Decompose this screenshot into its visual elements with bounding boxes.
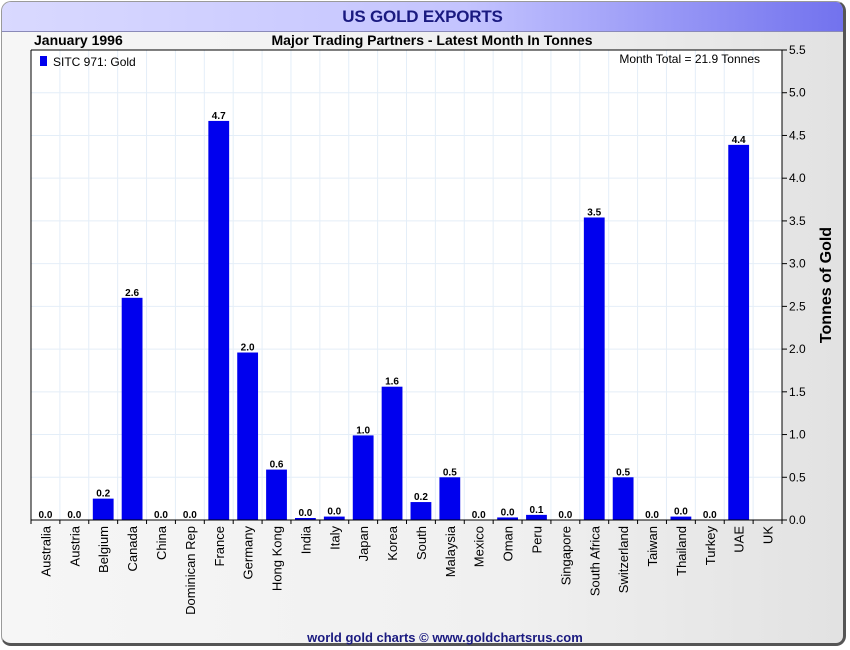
- bar-value-label: 2.6: [125, 288, 139, 299]
- bar: [266, 469, 287, 520]
- x-tick-label: Japan: [356, 526, 371, 561]
- legend-swatch: [40, 56, 47, 66]
- x-tick-label: Germany: [241, 526, 256, 580]
- x-tick-label: South: [414, 526, 429, 560]
- bar: [439, 477, 461, 520]
- y-tick-label: 3.5: [789, 214, 806, 228]
- bar: [121, 297, 143, 520]
- y-tick-label: 3.0: [789, 257, 806, 271]
- y-axis-title: Tonnes of Gold: [818, 227, 835, 343]
- x-tick-label: UAE: [732, 526, 747, 553]
- x-tick-label: Hong Kong: [270, 526, 285, 591]
- x-tick-label: Singapore: [558, 526, 573, 585]
- bar-value-label: 0.0: [472, 510, 486, 521]
- x-tick-label: France: [212, 526, 227, 566]
- date-label: January 1996: [34, 32, 123, 48]
- bar-value-label: 1.6: [385, 377, 399, 388]
- x-tick-label: Switzerland: [616, 526, 631, 593]
- bar: [583, 217, 605, 520]
- bar: [92, 498, 114, 520]
- x-tick-label: Canada: [125, 525, 140, 571]
- bar-value-label: 2.0: [241, 343, 255, 354]
- x-tick-label: Austria: [67, 525, 82, 566]
- bar-value-label: 0.5: [616, 467, 630, 478]
- bar: [323, 516, 345, 520]
- x-tick-label: Oman: [501, 526, 516, 561]
- x-tick-label: UK: [761, 526, 776, 544]
- title-bar: US GOLD EXPORTS: [2, 2, 843, 32]
- x-tick-label: South Africa: [587, 525, 602, 596]
- x-tick-label: China: [154, 525, 169, 560]
- x-tick-label: Turkey: [703, 526, 718, 566]
- x-tick-label: Thailand: [674, 526, 689, 576]
- bar-value-label: 0.2: [96, 489, 110, 500]
- x-tick-label: Taiwan: [645, 526, 660, 566]
- chart-title: US GOLD EXPORTS: [342, 7, 503, 26]
- bar: [526, 514, 547, 520]
- bar-value-label: 0.6: [270, 460, 284, 471]
- x-tick-label: Korea: [385, 525, 400, 560]
- bar-value-label: 0.0: [183, 510, 197, 521]
- bar-value-label: 4.4: [732, 135, 746, 146]
- bar-value-label: 0.0: [501, 507, 515, 518]
- y-tick-label: 0.5: [789, 470, 806, 484]
- bar: [352, 435, 374, 520]
- legend: SITC 971: Gold: [40, 55, 136, 69]
- y-tick-label: 2.5: [789, 299, 806, 313]
- bar-labels: 0.0 0.0 0.2 2.6 0.0 0.0 4.7 2.0 0.6 0.0 0.0 1.0 1.6 0…: [38, 111, 746, 521]
- y-tick-label: 1.0: [789, 428, 806, 442]
- footer-credit: world gold charts © www.goldchartsrus.co…: [306, 630, 583, 645]
- x-tick-label: Malaysia: [443, 525, 458, 577]
- y-tick-label: 0.0: [789, 513, 806, 527]
- y-axis-ticks: 0.0 0.5 1.0 1.5 2.0 2.5 3.0 3.5 4.0 4.5 5.0 5.5: [782, 43, 806, 527]
- y-tick-label: 4.0: [789, 171, 806, 185]
- bar-value-label: 0.0: [645, 510, 659, 521]
- x-tick-label: Mexico: [472, 526, 487, 567]
- bar: [295, 518, 316, 520]
- x-tick-label: Peru: [529, 526, 544, 553]
- bar: [208, 120, 230, 520]
- bar-value-label: 0.2: [414, 492, 428, 503]
- bar-value-label: 0.0: [703, 510, 717, 521]
- bar-value-label: 0.5: [443, 467, 457, 478]
- y-tick-label: 4.5: [789, 128, 806, 142]
- chart-subtitle: Major Trading Partners - Latest Month In…: [272, 32, 593, 48]
- y-tick-label: 5.0: [789, 86, 806, 100]
- x-axis-ticks: Australia Austria Belgium Canada China Domini…: [30, 520, 783, 615]
- bar: [381, 386, 403, 520]
- bar-value-label: 4.7: [212, 111, 226, 122]
- bar-value-label: 0.0: [38, 510, 52, 521]
- y-tick-label: 5.5: [789, 43, 806, 57]
- bar-value-label: 0.0: [67, 510, 81, 521]
- bar: [728, 144, 750, 520]
- bar-value-label: 0.0: [154, 510, 168, 521]
- y-tick-label: 2.0: [789, 342, 806, 356]
- x-tick-label: Australia: [38, 525, 53, 576]
- bar: [670, 516, 692, 520]
- bar: [612, 477, 634, 520]
- legend-label: SITC 971: Gold: [53, 55, 136, 69]
- bar-value-label: 0.0: [327, 507, 341, 518]
- bar-value-label: 0.0: [674, 507, 688, 518]
- bar: [410, 502, 432, 520]
- x-tick-label: Belgium: [96, 526, 111, 573]
- x-tick-label: Italy: [327, 526, 342, 550]
- bar-value-label: 0.0: [558, 510, 572, 521]
- y-tick-label: 1.5: [789, 385, 806, 399]
- x-tick-label: Dominican Rep: [183, 526, 198, 615]
- bar-value-label: 3.5: [587, 207, 601, 218]
- bar: [497, 517, 518, 520]
- bar-value-label: 0.1: [530, 505, 544, 516]
- x-tick-label: India: [298, 525, 313, 554]
- bar-value-label: 1.0: [356, 425, 370, 436]
- bar-value-label: 0.0: [298, 508, 312, 519]
- month-total-annotation: Month Total = 21.9 Tonnes: [619, 52, 760, 66]
- bar: [237, 352, 259, 520]
- grid-lines: [31, 50, 782, 520]
- bars: [92, 120, 750, 520]
